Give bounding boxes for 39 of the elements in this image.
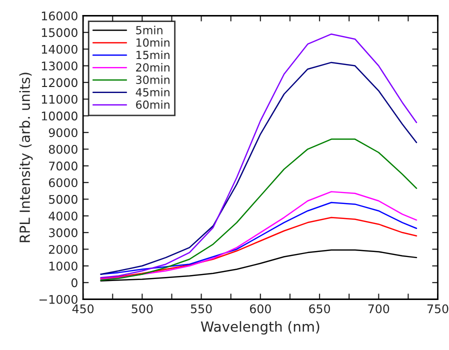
legend-label: 10min [136, 38, 170, 47]
y-tick-label: −1000 [40, 294, 78, 304]
x-tick-label: 500 [132, 304, 153, 314]
x-tick-label: 550 [190, 304, 212, 314]
legend-label: 45min [136, 88, 170, 96]
y-tick-label: 15000 [42, 28, 78, 38]
y-tick-label: 10000 [42, 112, 78, 120]
line-series [100, 249, 418, 282]
y-tick-label: 8000 [48, 144, 78, 154]
x-axis-title: Wavelength (nm) [200, 321, 320, 335]
y-tick-label: 11000 [42, 94, 78, 104]
line-series [100, 202, 418, 275]
legend-label: 15min [136, 50, 170, 60]
line-series [100, 138, 418, 281]
y-tick-label: 14000 [42, 44, 78, 54]
y-tick-label: 0 [71, 278, 78, 288]
legend-label: 60min [136, 100, 170, 109]
legend-label: 5min [136, 26, 162, 34]
y-tick-label: 13000 [42, 62, 78, 70]
y-tick-label: 9000 [48, 128, 78, 138]
x-tick-label: 650 [309, 304, 330, 314]
legend-label: 30min [136, 75, 170, 84]
x-tick-label: 750 [427, 304, 448, 314]
x-tick-label: 450 [72, 304, 94, 314]
legend-label: 20min [136, 63, 170, 72]
y-tick-label: 2000 [49, 244, 78, 254]
y-tick-label: 4000 [48, 212, 78, 221]
x-tick-label: 700 [368, 304, 390, 314]
y-tick-label: 6000 [48, 178, 78, 188]
y-tick-label: 5000 [49, 194, 78, 204]
y-axis-title: RPL Intensity (arb. units) [19, 72, 33, 242]
y-tick-label: 7000 [49, 162, 78, 170]
line-series [100, 216, 418, 280]
x-tick-label: 600 [250, 304, 271, 314]
y-tick-label: 3000 [49, 228, 78, 238]
y-tick-label: 1000 [49, 262, 78, 271]
line-series [100, 191, 418, 280]
y-tick-label: 16000 [42, 11, 78, 20]
y-tick-label: 12000 [42, 78, 78, 88]
